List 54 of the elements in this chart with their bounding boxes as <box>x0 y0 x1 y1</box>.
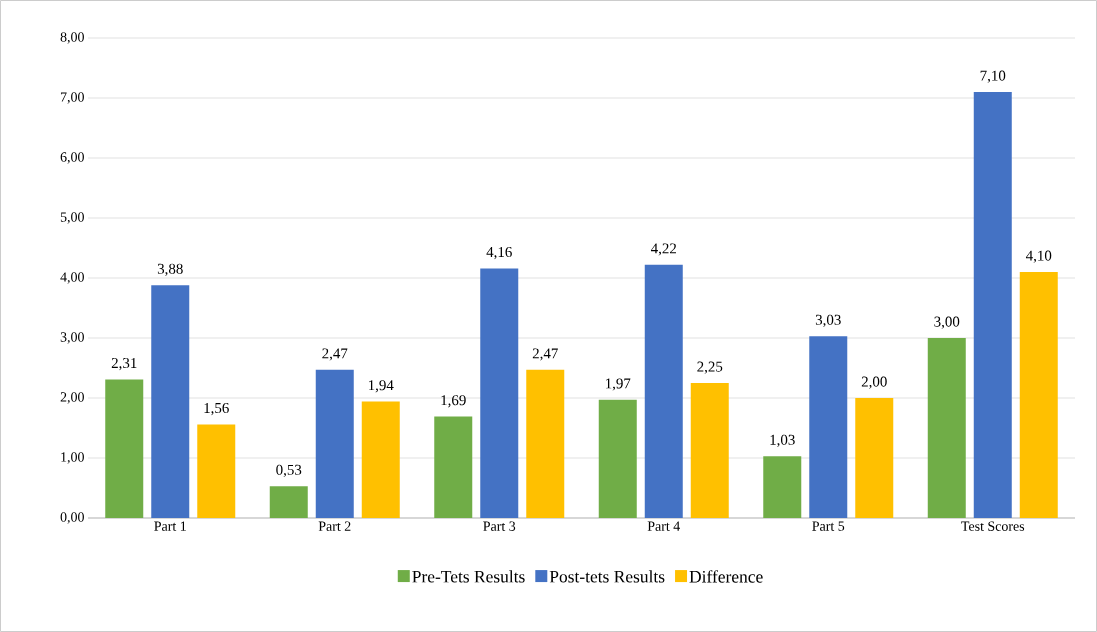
data-label: 4,16 <box>486 247 512 260</box>
bar <box>855 398 894 518</box>
x-tick-label: Part 2 <box>318 521 351 531</box>
bar <box>151 285 190 518</box>
x-tick-label: Part 3 <box>483 521 516 531</box>
data-label: 7,10 <box>980 70 1006 83</box>
bar <box>197 424 236 518</box>
bar <box>598 399 637 518</box>
legend-label: Pre-Tets Results <box>412 570 525 583</box>
bar <box>526 369 565 518</box>
data-label: 3,88 <box>157 263 183 276</box>
bar <box>361 401 400 518</box>
data-label: 2,47 <box>322 348 348 361</box>
bar <box>105 379 144 518</box>
y-tick-label: 2,00 <box>60 392 84 404</box>
bar <box>1019 272 1058 518</box>
data-label: 1,69 <box>441 395 466 408</box>
y-tick-label: 4,00 <box>60 272 84 284</box>
data-label: 2,47 <box>532 348 558 361</box>
data-label: 1,94 <box>368 380 394 393</box>
data-label: 2,00 <box>861 376 887 389</box>
bar <box>927 338 966 518</box>
bar <box>269 486 308 518</box>
y-tick-label: 1,00 <box>61 452 84 464</box>
bar <box>973 92 1012 518</box>
data-label: 1,03 <box>770 434 795 447</box>
legend-label: Post-tets Results <box>549 570 665 583</box>
x-tick-label: Part 5 <box>812 521 845 531</box>
bar <box>434 416 473 518</box>
y-tick-label: 7,00 <box>60 92 84 104</box>
bar <box>315 369 354 518</box>
x-tick-label: Test Scores <box>961 521 1025 531</box>
data-label: 3,00 <box>934 316 960 329</box>
y-tick-label: 8,00 <box>60 32 84 44</box>
bar <box>480 268 519 518</box>
bar <box>690 383 729 518</box>
y-tick-label: 5,00 <box>60 212 84 224</box>
data-label: 1,56 <box>204 403 229 416</box>
x-tick-label: Part 4 <box>647 521 680 531</box>
data-label: 4,10 <box>1025 250 1052 263</box>
y-tick-label: 0,00 <box>60 512 84 524</box>
data-label: 4,22 <box>650 243 676 256</box>
data-label: 2,31 <box>111 358 137 371</box>
data-label: 3,03 <box>815 314 841 327</box>
data-label: 0,53 <box>276 464 302 477</box>
x-tick-label: Part 1 <box>154 521 186 531</box>
y-tick-label: 6,00 <box>60 152 84 164</box>
bar <box>763 456 802 518</box>
data-label: 1,97 <box>605 378 631 391</box>
y-tick-label: 3,00 <box>60 332 84 344</box>
legend-label: Difference <box>689 570 763 583</box>
data-label: 2,25 <box>697 361 723 374</box>
bar <box>644 264 683 518</box>
bar <box>809 336 848 518</box>
